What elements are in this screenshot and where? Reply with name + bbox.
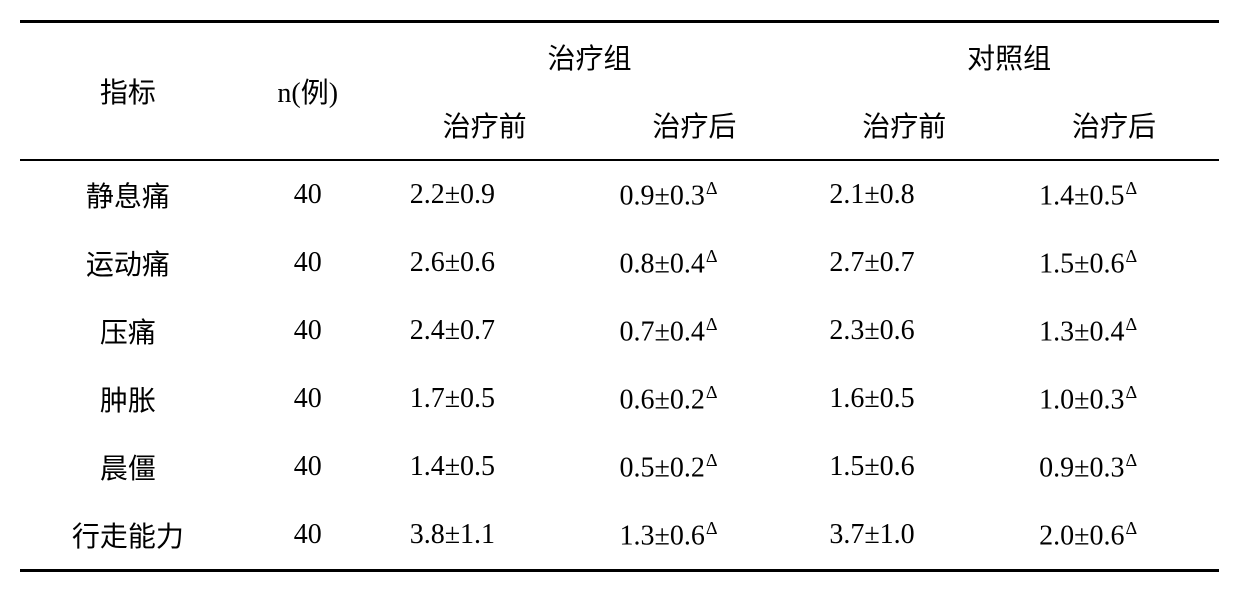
cell-treat-before: 1.4±0.5 (380, 433, 590, 501)
cell-ctrl-after: 1.3±0.4Δ (1009, 297, 1219, 365)
cell-ctrl-after: 2.0±0.6Δ (1009, 501, 1219, 571)
table-row: 运动痛402.6±0.60.8±0.4Δ2.7±0.71.5±0.6Δ (20, 229, 1219, 297)
cell-ctrl-after: 0.9±0.3Δ (1009, 433, 1219, 501)
header-indicator: 指标 (20, 22, 236, 161)
cell-ctrl-after: 1.4±0.5Δ (1009, 160, 1219, 229)
cell-indicator: 晨僵 (20, 433, 236, 501)
table-row: 晨僵401.4±0.50.5±0.2Δ1.5±0.60.9±0.3Δ (20, 433, 1219, 501)
header-treat-before: 治疗前 (380, 91, 590, 160)
delta-superscript: Δ (706, 518, 718, 538)
cell-treat-before: 3.8±1.1 (380, 501, 590, 571)
cell-indicator: 静息痛 (20, 160, 236, 229)
cell-n: 40 (236, 433, 380, 501)
delta-superscript: Δ (706, 450, 718, 470)
cell-n: 40 (236, 229, 380, 297)
delta-superscript: Δ (1126, 518, 1138, 538)
cell-treat-after: 0.9±0.3Δ (590, 160, 800, 229)
delta-superscript: Δ (1126, 450, 1138, 470)
cell-treat-after: 0.7±0.4Δ (590, 297, 800, 365)
cell-ctrl-before: 1.6±0.5 (799, 365, 1009, 433)
data-table: 指标 n(例) 治疗组 对照组 治疗前 治疗后 治疗前 治疗后 静息痛402.2… (20, 20, 1219, 572)
cell-treat-after: 0.6±0.2Δ (590, 365, 800, 433)
table-body: 静息痛402.2±0.90.9±0.3Δ2.1±0.81.4±0.5Δ运动痛40… (20, 160, 1219, 571)
cell-treat-before: 2.6±0.6 (380, 229, 590, 297)
cell-treat-after: 1.3±0.6Δ (590, 501, 800, 571)
delta-superscript: Δ (706, 314, 718, 334)
cell-indicator: 行走能力 (20, 501, 236, 571)
header-treat-after: 治疗后 (590, 91, 800, 160)
cell-treat-before: 2.2±0.9 (380, 160, 590, 229)
table-header: 指标 n(例) 治疗组 对照组 治疗前 治疗后 治疗前 治疗后 (20, 22, 1219, 161)
delta-superscript: Δ (1126, 246, 1138, 266)
cell-n: 40 (236, 297, 380, 365)
header-row-1: 指标 n(例) 治疗组 对照组 (20, 22, 1219, 92)
clinical-results-table: 指标 n(例) 治疗组 对照组 治疗前 治疗后 治疗前 治疗后 静息痛402.2… (20, 20, 1219, 572)
cell-treat-after: 0.5±0.2Δ (590, 433, 800, 501)
cell-ctrl-after: 1.5±0.6Δ (1009, 229, 1219, 297)
cell-ctrl-before: 2.7±0.7 (799, 229, 1009, 297)
table-row: 肿胀401.7±0.50.6±0.2Δ1.6±0.51.0±0.3Δ (20, 365, 1219, 433)
cell-n: 40 (236, 365, 380, 433)
cell-indicator: 运动痛 (20, 229, 236, 297)
delta-superscript: Δ (1126, 382, 1138, 402)
cell-ctrl-before: 2.3±0.6 (799, 297, 1009, 365)
cell-n: 40 (236, 160, 380, 229)
header-ctrl-before: 治疗前 (799, 91, 1009, 160)
cell-ctrl-before: 3.7±1.0 (799, 501, 1009, 571)
header-treatment-group: 治疗组 (380, 22, 800, 92)
cell-treat-after: 0.8±0.4Δ (590, 229, 800, 297)
cell-indicator: 压痛 (20, 297, 236, 365)
delta-superscript: Δ (706, 246, 718, 266)
delta-superscript: Δ (706, 382, 718, 402)
cell-treat-before: 2.4±0.7 (380, 297, 590, 365)
cell-treat-before: 1.7±0.5 (380, 365, 590, 433)
cell-indicator: 肿胀 (20, 365, 236, 433)
header-n: n(例) (236, 22, 380, 161)
delta-superscript: Δ (706, 178, 718, 198)
cell-ctrl-before: 2.1±0.8 (799, 160, 1009, 229)
cell-ctrl-before: 1.5±0.6 (799, 433, 1009, 501)
table-row: 压痛402.4±0.70.7±0.4Δ2.3±0.61.3±0.4Δ (20, 297, 1219, 365)
header-ctrl-after: 治疗后 (1009, 91, 1219, 160)
delta-superscript: Δ (1126, 314, 1138, 334)
cell-n: 40 (236, 501, 380, 571)
table-row: 行走能力403.8±1.11.3±0.6Δ3.7±1.02.0±0.6Δ (20, 501, 1219, 571)
table-row: 静息痛402.2±0.90.9±0.3Δ2.1±0.81.4±0.5Δ (20, 160, 1219, 229)
delta-superscript: Δ (1126, 178, 1138, 198)
cell-ctrl-after: 1.0±0.3Δ (1009, 365, 1219, 433)
header-control-group: 对照组 (799, 22, 1219, 92)
